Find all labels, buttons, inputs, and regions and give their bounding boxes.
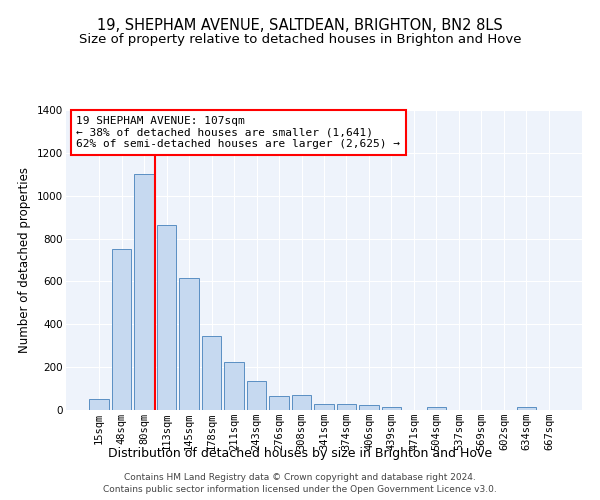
Bar bbox=[247, 381, 266, 410]
Bar bbox=[112, 250, 131, 410]
Bar bbox=[517, 408, 536, 410]
Text: Contains public sector information licensed under the Open Government Licence v3: Contains public sector information licen… bbox=[103, 485, 497, 494]
Text: 19, SHEPHAM AVENUE, SALTDEAN, BRIGHTON, BN2 8LS: 19, SHEPHAM AVENUE, SALTDEAN, BRIGHTON, … bbox=[97, 18, 503, 32]
Text: Size of property relative to detached houses in Brighton and Hove: Size of property relative to detached ho… bbox=[79, 32, 521, 46]
Text: Contains HM Land Registry data © Crown copyright and database right 2024.: Contains HM Land Registry data © Crown c… bbox=[124, 472, 476, 482]
Bar bbox=[179, 278, 199, 410]
Bar bbox=[337, 404, 356, 410]
Bar bbox=[224, 362, 244, 410]
Bar bbox=[292, 395, 311, 410]
Bar bbox=[157, 224, 176, 410]
Text: Distribution of detached houses by size in Brighton and Hove: Distribution of detached houses by size … bbox=[108, 448, 492, 460]
Text: 19 SHEPHAM AVENUE: 107sqm
← 38% of detached houses are smaller (1,641)
62% of se: 19 SHEPHAM AVENUE: 107sqm ← 38% of detac… bbox=[76, 116, 400, 149]
Bar bbox=[427, 408, 446, 410]
Bar bbox=[202, 336, 221, 410]
Y-axis label: Number of detached properties: Number of detached properties bbox=[19, 167, 31, 353]
Bar bbox=[382, 407, 401, 410]
Bar bbox=[269, 396, 289, 410]
Bar bbox=[359, 406, 379, 410]
Bar bbox=[89, 400, 109, 410]
Bar bbox=[134, 174, 154, 410]
Bar bbox=[314, 404, 334, 410]
